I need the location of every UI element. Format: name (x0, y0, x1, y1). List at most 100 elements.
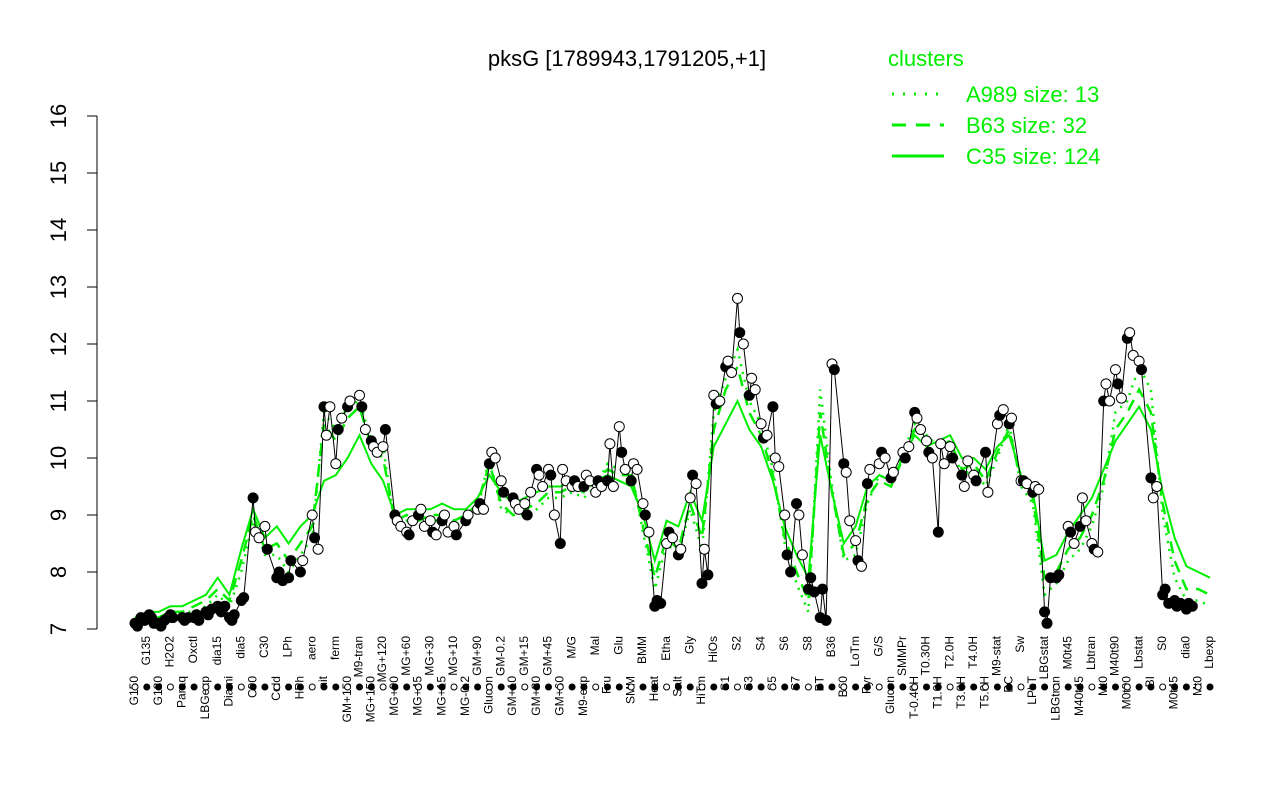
strip-marker (863, 683, 871, 691)
strip-marker (674, 683, 682, 691)
y-axis: 7 8 9 10 11 12 13 14 15 16 (46, 104, 98, 635)
x-tick-label: MG-0.2 (458, 676, 472, 716)
x-tick-label: dia5 (233, 636, 247, 659)
data-point (545, 469, 557, 481)
data-point (926, 452, 938, 464)
x-tick-label: LBGtran (1049, 676, 1063, 721)
strip-marker (875, 683, 883, 691)
data-point (773, 461, 785, 473)
y-tick-label: 15 (46, 161, 71, 185)
x-tick-label: T0.30H (919, 636, 933, 675)
data-point (253, 532, 265, 544)
series-line-solid (134, 398, 1211, 619)
data-point (970, 475, 982, 487)
data-point (247, 492, 259, 504)
data-point (1092, 546, 1104, 558)
data-point (619, 463, 631, 475)
strip-marker (367, 683, 375, 691)
x-tick-label: S2 (730, 636, 744, 651)
strip-marker (1147, 683, 1155, 691)
legend-label: B63 size: 32 (966, 113, 1087, 138)
data-point (840, 466, 852, 478)
data-point (1041, 617, 1053, 629)
legend-title: clusters (888, 46, 964, 71)
data-point (714, 395, 726, 407)
data-point (1145, 472, 1157, 484)
data-point (359, 424, 371, 435)
strip-marker (474, 683, 482, 691)
x-tick-label: G180 (151, 676, 165, 706)
strip-marker (237, 683, 245, 691)
strip-marker (686, 683, 694, 691)
x-tick-label: Glucon (883, 676, 897, 714)
series-line-dotted (134, 345, 1211, 625)
y-tick-label: 10 (46, 446, 71, 470)
strip-marker (1182, 683, 1190, 691)
data-point (791, 498, 802, 510)
strip-marker (592, 683, 600, 691)
data-point (982, 486, 994, 498)
legend-label: C35 size: 124 (966, 144, 1101, 169)
strip-marker (391, 683, 399, 691)
x-tick-label: ferm (328, 636, 342, 660)
data-point (997, 404, 1009, 416)
data-point (796, 549, 808, 561)
x-tick-label: H2O2 (163, 636, 177, 668)
data-point (639, 509, 651, 521)
x-tick-label: S8 (801, 636, 815, 651)
data-point (817, 583, 828, 595)
strip-marker (320, 683, 328, 691)
series-line-dashed (134, 363, 1211, 625)
x-tick-label: G135 (139, 636, 153, 666)
strip-marker (1041, 683, 1049, 691)
y-tick-label: 12 (46, 332, 71, 356)
strip-marker (1076, 683, 1084, 691)
x-tick-label: Paraq (174, 676, 188, 708)
data-point (306, 509, 318, 521)
x-tick-label: MG+15 (434, 676, 448, 716)
data-point (259, 520, 271, 532)
data-point (643, 526, 655, 538)
data-point (779, 509, 791, 521)
data-point (856, 560, 867, 572)
strip-marker (993, 683, 1001, 691)
x-tick-label: B36 (824, 636, 838, 658)
data-point (336, 412, 348, 424)
strip-marker (214, 683, 222, 691)
y-tick-label: 11 (46, 390, 71, 413)
data-point (285, 555, 297, 567)
data-point (1076, 492, 1088, 504)
strip-marker (332, 683, 340, 691)
data-point (911, 412, 923, 424)
x-tick-label: Gly (682, 636, 696, 654)
strip-marker (1088, 683, 1096, 691)
x-tick-label: T2.0H (942, 636, 956, 669)
data-point (698, 543, 710, 555)
strip-marker (533, 683, 541, 691)
data-point (734, 327, 746, 339)
x-tick-label: C30 (257, 636, 271, 658)
strip-marker (226, 683, 233, 691)
data-point (344, 395, 356, 407)
strip-marker (450, 683, 458, 691)
strip-marker (426, 683, 434, 691)
x-tick-label: BMM (635, 636, 649, 664)
data-point (238, 592, 250, 604)
data-point (1100, 378, 1112, 390)
data-point (749, 384, 761, 396)
data-point (767, 401, 779, 413)
strip-marker (202, 683, 210, 691)
data-point (1039, 606, 1051, 618)
x-tick-label: LBGstat (1037, 635, 1051, 679)
data-point (1186, 600, 1198, 612)
strip-marker (356, 683, 363, 691)
data-point (1115, 392, 1127, 404)
data-point (309, 532, 321, 544)
data-point (956, 469, 968, 481)
x-tick-label: T1.0H (930, 676, 944, 709)
data-point (980, 446, 991, 458)
data-point (820, 614, 832, 626)
data-point (737, 338, 749, 350)
strip-marker (273, 683, 281, 691)
strip-marker (344, 683, 352, 691)
